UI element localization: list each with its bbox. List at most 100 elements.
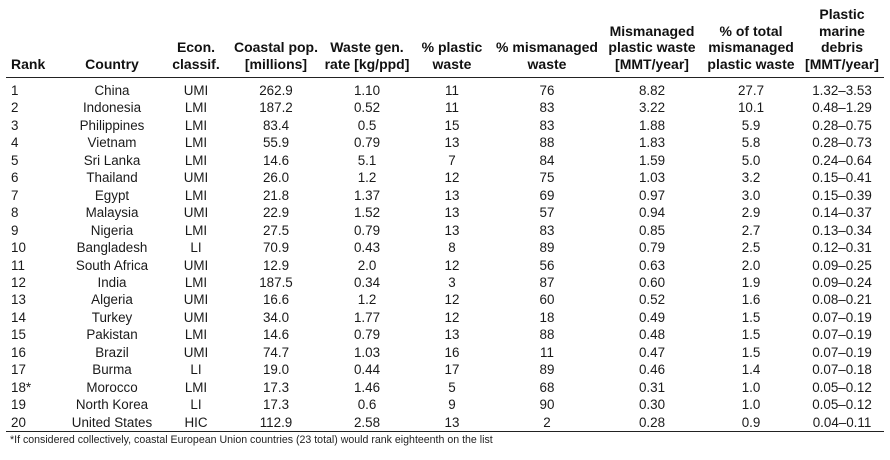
cell-coastal-pop: 83.4 — [262, 117, 290, 133]
cell-mismanaged-plastic-waste: 8.82 — [638, 83, 666, 98]
cell-pct-mismanaged-waste: 2 — [543, 414, 551, 430]
cell-coastal-pop: 22.9 — [262, 205, 290, 221]
table-row: 3 Philippines LMI 83.4 0.5 15 83 1.88 5.9 0.28–0.… — [6, 117, 884, 134]
cell-pct-plastic-waste: 9 — [448, 397, 456, 413]
table-row: 12 India LMI 187.5 0.34 3 87 0.60 1.9 0.09–0.24 — [6, 274, 884, 291]
cell-country: Vietnam — [87, 135, 137, 151]
cell-pct-mismanaged-waste: 83 — [539, 222, 555, 238]
cell-waste-gen-rate: 0.34 — [353, 274, 381, 290]
plastic-waste-table: Rank Country Econ. classif. Coastal pop.… — [6, 6, 884, 432]
cell-coastal-pop: 12.9 — [262, 257, 290, 273]
cell-waste-gen-rate: 0.44 — [353, 362, 381, 378]
header-econ-classif: Econ. classif. — [172, 39, 220, 72]
cell-country: Malaysia — [85, 205, 139, 221]
cell-pct-total-mismanaged: 10.1 — [737, 100, 765, 116]
table-row: 15 Pakistan LMI 14.6 0.79 13 88 0.48 1.5 0.07–0.1… — [6, 326, 884, 343]
header-country: Country — [85, 55, 139, 72]
cell-pct-total-mismanaged: 2.0 — [741, 257, 761, 273]
cell-pct-plastic-waste: 13 — [444, 222, 460, 238]
cell-econ-classif: UMI — [183, 257, 209, 273]
cell-pct-total-mismanaged: 2.9 — [741, 205, 761, 221]
cell-mismanaged-plastic-waste: 0.47 — [638, 344, 666, 360]
cell-country: Brazil — [95, 344, 129, 360]
cell-plastic-marine-debris: 0.15–0.41 — [812, 170, 872, 186]
cell-econ-classif: UMI — [183, 309, 209, 325]
cell-rank: 1 — [11, 83, 19, 98]
table-row: 9 Nigeria LMI 27.5 0.79 13 83 0.85 2.7 0.13–0.34 — [6, 222, 884, 239]
cell-coastal-pop: 55.9 — [262, 135, 290, 151]
cell-mismanaged-plastic-waste: 3.22 — [638, 100, 666, 116]
header-rank: Rank — [11, 55, 46, 72]
cell-rank: 18* — [11, 379, 32, 395]
cell-pct-total-mismanaged: 2.5 — [741, 240, 761, 256]
cell-mismanaged-plastic-waste: 0.48 — [638, 327, 666, 343]
cell-waste-gen-rate: 0.79 — [353, 222, 381, 238]
cell-country: China — [94, 83, 130, 98]
cell-coastal-pop: 17.3 — [262, 379, 290, 395]
cell-country: United States — [71, 414, 153, 430]
cell-coastal-pop: 187.2 — [259, 100, 293, 116]
cell-econ-classif: LMI — [184, 327, 208, 343]
cell-coastal-pop: 74.7 — [262, 344, 290, 360]
cell-pct-mismanaged-waste: 89 — [539, 362, 555, 378]
cell-pct-plastic-waste: 13 — [444, 414, 460, 430]
cell-waste-gen-rate: 0.6 — [357, 397, 377, 413]
cell-rank: 15 — [11, 327, 26, 343]
cell-pct-plastic-waste: 12 — [444, 292, 460, 308]
cell-coastal-pop: 14.6 — [262, 327, 290, 343]
cell-country: South Africa — [75, 257, 149, 273]
cell-pct-total-mismanaged: 3.0 — [741, 187, 761, 203]
cell-mismanaged-plastic-waste: 0.85 — [638, 222, 666, 238]
cell-econ-classif: LI — [190, 240, 202, 256]
cell-pct-plastic-waste: 12 — [444, 257, 460, 273]
cell-waste-gen-rate: 1.46 — [353, 379, 381, 395]
cell-waste-gen-rate: 1.2 — [357, 292, 377, 308]
cell-pct-total-mismanaged: 1.0 — [741, 379, 761, 395]
cell-mismanaged-plastic-waste: 0.94 — [638, 205, 666, 221]
table-row: 19 North Korea LI 17.3 0.6 9 90 0.30 1.0 0.05–0.1… — [6, 396, 884, 413]
cell-mismanaged-plastic-waste: 0.52 — [638, 292, 666, 308]
cell-rank: 4 — [11, 135, 19, 151]
cell-pct-plastic-waste: 15 — [444, 117, 460, 133]
cell-econ-classif: LMI — [184, 135, 208, 151]
cell-econ-classif: LMI — [184, 379, 208, 395]
cell-plastic-marine-debris: 0.28–0.73 — [812, 135, 872, 151]
table-row: 8 Malaysia UMI 22.9 1.52 13 57 0.94 2.9 0.14–0.37 — [6, 204, 884, 221]
cell-waste-gen-rate: 0.43 — [353, 240, 381, 256]
cell-mismanaged-plastic-waste: 1.03 — [638, 170, 666, 186]
cell-plastic-marine-debris: 0.12–0.31 — [812, 240, 872, 256]
cell-pct-mismanaged-waste: 89 — [539, 240, 555, 256]
cell-pct-plastic-waste: 13 — [444, 135, 460, 151]
table-row: 20 United States HIC 112.9 2.58 13 2 0.28 0.9 0.0… — [6, 414, 884, 432]
cell-pct-total-mismanaged: 27.7 — [737, 83, 765, 98]
cell-pct-total-mismanaged: 1.6 — [741, 292, 761, 308]
cell-country: Egypt — [94, 187, 130, 203]
header-mismanaged-plastic-waste: Mismanaged plastic waste [MMT/year] — [608, 22, 696, 72]
cell-pct-mismanaged-waste: 83 — [539, 100, 555, 116]
cell-pct-total-mismanaged: 5.0 — [741, 152, 761, 168]
cell-plastic-marine-debris: 0.07–0.19 — [812, 309, 872, 325]
cell-plastic-marine-debris: 0.09–0.25 — [812, 257, 872, 273]
cell-pct-total-mismanaged: 2.7 — [741, 222, 761, 238]
cell-coastal-pop: 19.0 — [262, 362, 290, 378]
cell-coastal-pop: 26.0 — [262, 170, 290, 186]
cell-plastic-marine-debris: 0.04–0.11 — [812, 414, 872, 430]
cell-country: Morocco — [86, 379, 138, 395]
cell-rank: 10 — [11, 240, 26, 256]
cell-plastic-marine-debris: 0.24–0.64 — [812, 152, 872, 168]
cell-rank: 17 — [11, 362, 26, 378]
cell-waste-gen-rate: 0.79 — [353, 327, 381, 343]
cell-pct-plastic-waste: 17 — [444, 362, 460, 378]
cell-rank: 16 — [11, 344, 26, 360]
cell-mismanaged-plastic-waste: 0.60 — [638, 274, 666, 290]
cell-pct-mismanaged-waste: 76 — [539, 83, 555, 98]
cell-econ-classif: UMI — [183, 292, 209, 308]
cell-econ-classif: LMI — [184, 152, 208, 168]
cell-pct-total-mismanaged: 1.4 — [741, 362, 761, 378]
cell-econ-classif: LMI — [184, 222, 208, 238]
cell-coastal-pop: 27.5 — [262, 222, 290, 238]
cell-country: Algeria — [91, 292, 133, 308]
table-row: 13 Algeria UMI 16.6 1.2 12 60 0.52 1.6 0.08–0.21 — [6, 291, 884, 308]
cell-pct-plastic-waste: 11 — [445, 100, 459, 116]
cell-econ-classif: UMI — [183, 83, 209, 98]
